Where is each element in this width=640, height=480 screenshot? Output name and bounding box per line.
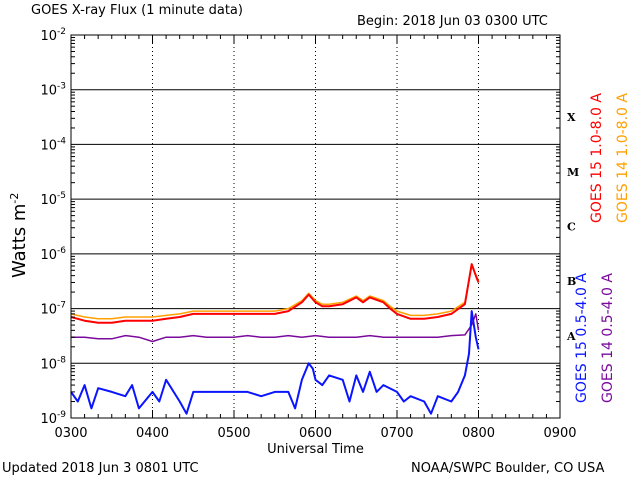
x-tick-label: 0400	[136, 426, 169, 441]
series-layer	[70, 263, 480, 415]
grid-layer	[71, 34, 560, 419]
flare-class-label: C	[567, 221, 576, 234]
legend-goes14-long: GOES 14 1.0-8.0 A	[615, 93, 631, 223]
frame-layer	[70, 34, 561, 419]
y-axis-label: Watts m-2	[8, 192, 30, 278]
y-tick-label: 10-7	[40, 301, 66, 318]
legend-goes15-short: GOES 15 0.5-4.0 A	[574, 273, 590, 403]
x-tick-label: 0600	[299, 426, 332, 441]
y-tick-label: 10-3	[40, 82, 66, 99]
legend-goes14-short: GOES 14 0.5-4.0 A	[600, 273, 616, 403]
x-tick-label: 0700	[380, 426, 413, 441]
chart-title: GOES X-ray Flux (1 minute data)	[31, 3, 243, 18]
y-tick-label: 10-2	[40, 27, 66, 44]
series-line	[70, 265, 480, 320]
x-tick-label: 0800	[462, 426, 495, 441]
series-line	[71, 313, 480, 343]
y-tick-label: 10-5	[40, 191, 66, 208]
flare-class-label: X	[567, 111, 576, 124]
y-tick-label: 10-9	[40, 410, 66, 427]
x-tick-label: 0300	[54, 426, 87, 441]
flare-class-label: M	[567, 166, 579, 179]
updated-time: Updated 2018 Jun 3 0801 UTC	[2, 461, 199, 476]
y-tick-label: 10-6	[40, 246, 66, 263]
x-tick-label: 0500	[217, 426, 250, 441]
credit-text: NOAA/SWPC Boulder, CO USA	[411, 461, 605, 476]
x-axis-label: Universal Time	[267, 442, 364, 457]
y-tick-label: 10-8	[40, 355, 66, 372]
flare-class-label: A	[566, 330, 576, 343]
x-tick-label: 0900	[543, 426, 576, 441]
y-tick-label: 10-4	[40, 136, 66, 153]
series-line	[70, 310, 480, 415]
tick-layer: 10-9 10-8 10-7 10-6 10-5 10-4 10-3 10-2 0300 0400…	[40, 27, 631, 457]
plot-frame	[70, 34, 561, 419]
flare-class-label: B	[567, 275, 576, 288]
begin-time: Begin: 2018 Jun 03 0300 UTC	[357, 14, 548, 29]
legend-goes15-long: GOES 15 1.0-8.0 A	[589, 93, 605, 223]
series-line	[70, 263, 480, 324]
